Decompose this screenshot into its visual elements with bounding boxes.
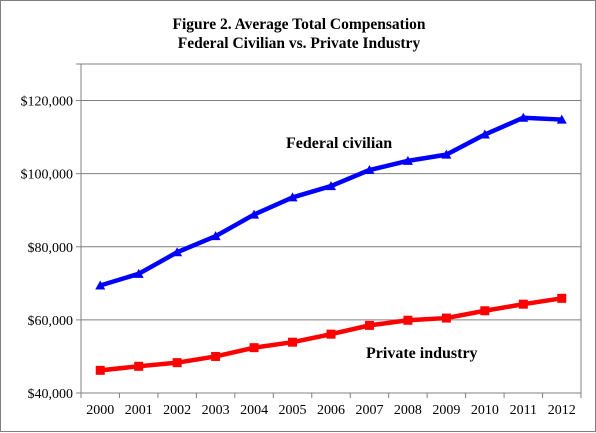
data-point-private-industry — [211, 351, 221, 361]
data-point-private-industry — [326, 329, 336, 339]
data-point-federal-civilian — [210, 231, 221, 241]
y-tick-label: $120,000 — [21, 95, 74, 110]
y-tick-label: $60,000 — [28, 314, 74, 329]
data-point-federal-civilian — [441, 149, 452, 159]
data-point-private-industry — [364, 320, 374, 330]
gridlines — [81, 100, 581, 321]
x-tick-label: 2009 — [432, 403, 460, 418]
data-point-private-industry — [249, 343, 259, 353]
x-tick-label: 2010 — [471, 403, 499, 418]
data-point-private-industry — [518, 299, 528, 309]
x-tick-label: 2006 — [317, 403, 345, 418]
x-tick-label: 2004 — [240, 403, 268, 418]
y-tick-label: $80,000 — [28, 241, 74, 256]
data-point-federal-civilian — [326, 181, 336, 191]
data-point-federal-civilian — [95, 280, 106, 290]
data-point-private-industry — [441, 313, 451, 323]
x-tick-label: 2007 — [355, 403, 383, 418]
data-point-federal-civilian — [172, 247, 183, 257]
data-point-federal-civilian — [402, 155, 413, 165]
x-tick-label: 2003 — [202, 403, 230, 418]
data-point-federal-civilian — [556, 114, 567, 124]
y-tick-label: $40,000 — [28, 387, 74, 402]
x-tick-label: 2002 — [163, 403, 191, 418]
data-point-federal-civilian — [479, 129, 490, 139]
x-tick-label: 2011 — [510, 403, 537, 418]
data-point-private-industry — [95, 365, 105, 375]
x-tick-label: 2008 — [394, 403, 422, 418]
chart-title-line-1: Figure 2. Average Total Compensation — [172, 16, 425, 33]
data-point-private-industry — [480, 306, 490, 316]
data-point-federal-civilian — [133, 268, 144, 278]
x-tick-label: 2005 — [279, 403, 307, 418]
series-label-federal-civilian: Federal civilian — [286, 135, 392, 152]
y-tick-label: $100,000 — [21, 168, 74, 183]
series-lines — [95, 112, 567, 375]
x-tick-label: 2000 — [86, 403, 114, 418]
data-point-federal-civilian — [518, 112, 529, 122]
data-point-private-industry — [134, 361, 144, 371]
x-tick-label: 2012 — [548, 403, 576, 418]
series-label-private-industry: Private industry — [366, 345, 478, 362]
data-point-federal-civilian — [287, 192, 298, 202]
data-point-private-industry — [403, 315, 413, 325]
data-point-private-industry — [557, 293, 567, 303]
plot-area — [80, 63, 582, 394]
data-point-federal-civilian — [249, 209, 260, 219]
data-point-federal-civilian — [364, 165, 375, 175]
chart-title-line-2: Federal Civilian vs. Private Industry — [178, 35, 421, 52]
data-point-private-industry — [288, 337, 298, 347]
data-point-private-industry — [172, 358, 182, 368]
x-tick-label: 2001 — [125, 403, 153, 418]
axes: $40,000 $60,000 $80,000 $100,000 $120,000 200… — [21, 63, 582, 418]
